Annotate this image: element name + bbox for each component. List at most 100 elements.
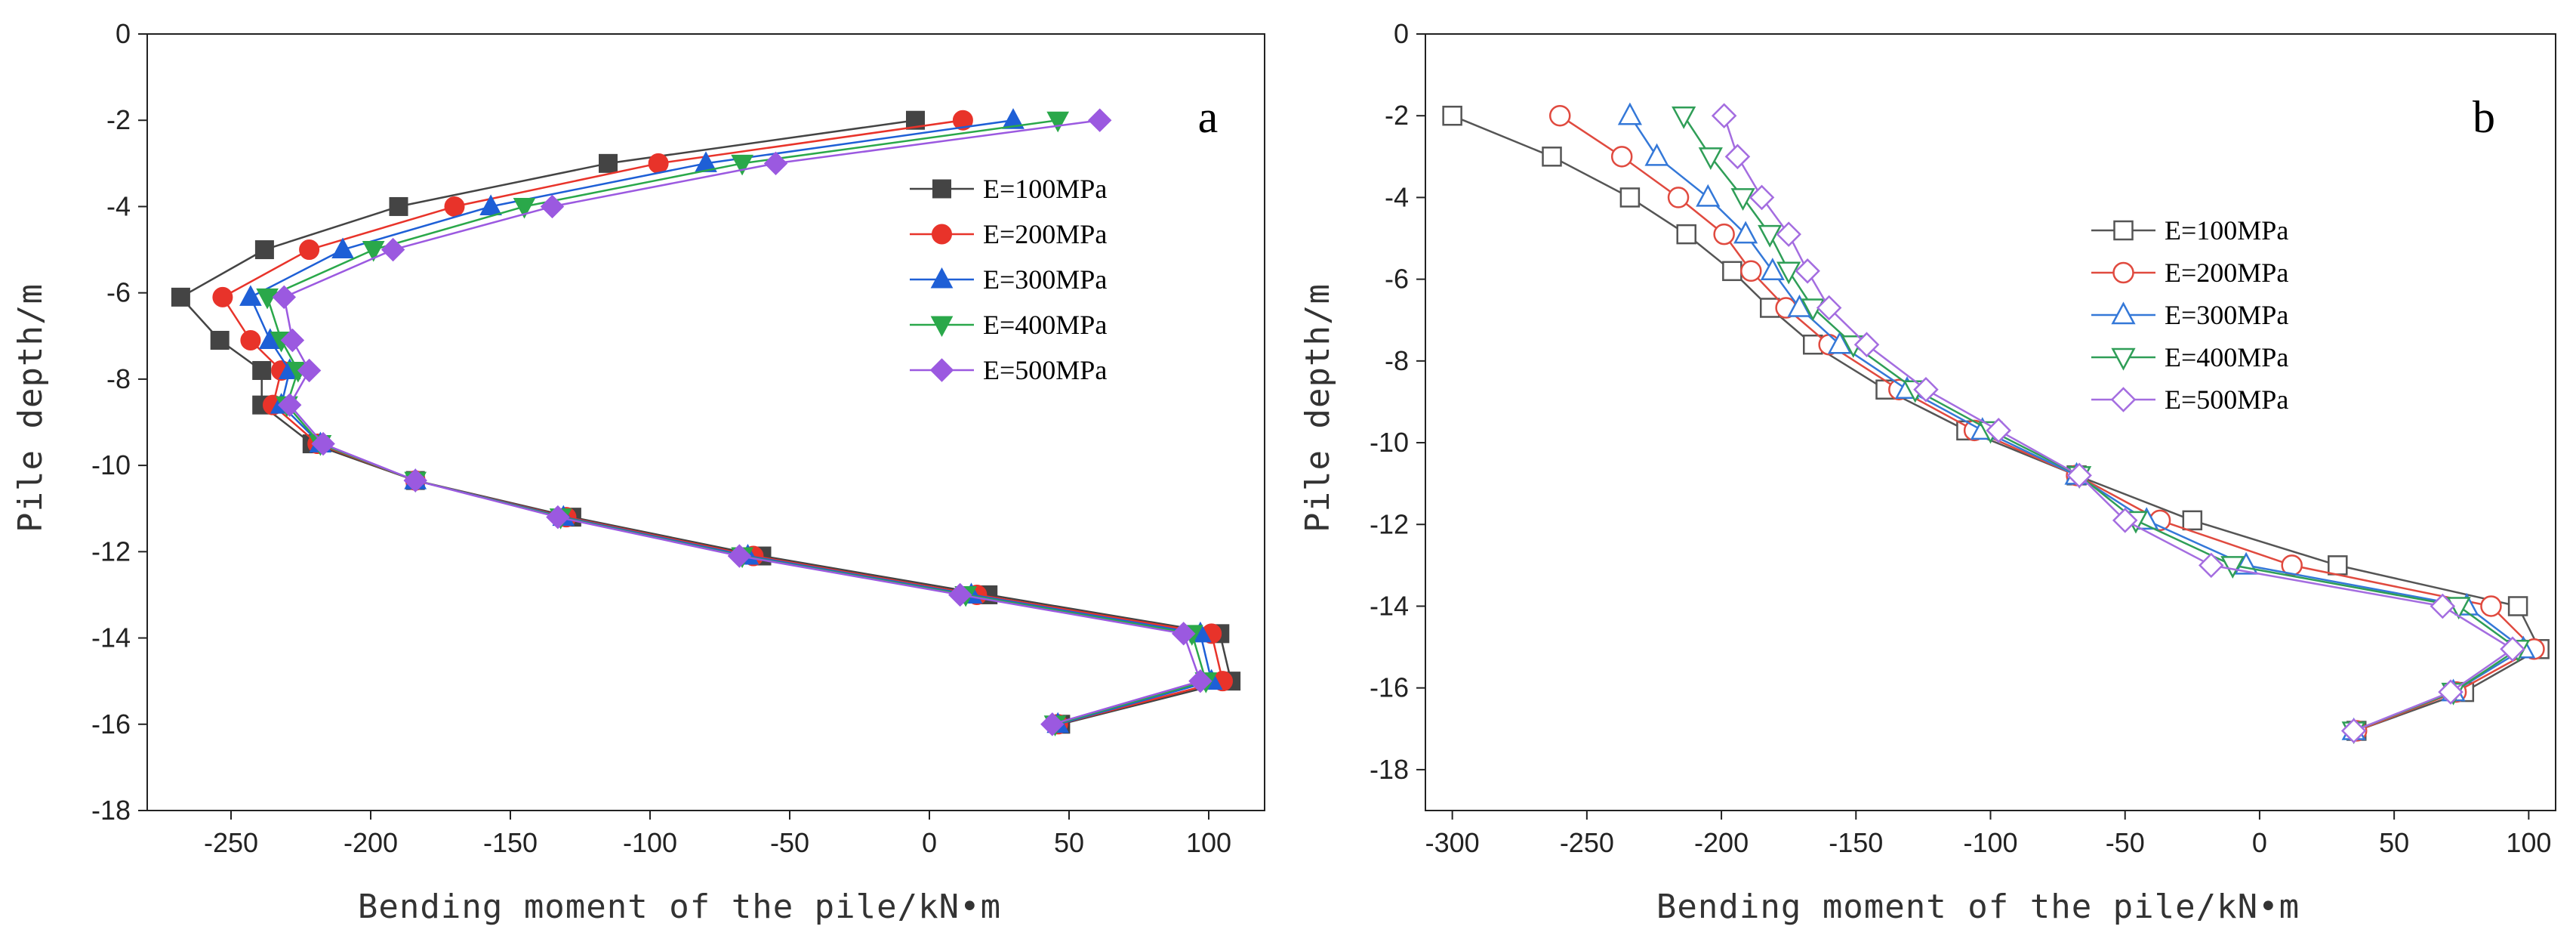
x-tick-label: -250 [1560, 827, 1614, 858]
data-point [1667, 187, 1690, 208]
data-point [1619, 187, 1641, 208]
data-point [1913, 376, 1939, 403]
data-point [546, 505, 570, 530]
legend-marker [2113, 220, 2134, 241]
series-line [180, 119, 1232, 726]
x-tick-label: -300 [1425, 827, 1480, 858]
data-point [1696, 184, 1721, 207]
data-point [1644, 143, 1669, 166]
x-tick-label: -50 [770, 827, 809, 858]
x-tick-label: -100 [623, 827, 677, 858]
data-point [2507, 596, 2528, 616]
y-tick-label: -6 [1385, 264, 1409, 295]
data-point [695, 151, 717, 172]
panel-b-chart: -300 -250 -200 -150 -100 -50 0 50 100 0 -2 -4 -6 -8 -1… [1299, 18, 2556, 926]
data-point [311, 431, 335, 456]
data-point [297, 358, 322, 383]
y-tick-label: -8 [1385, 345, 1409, 376]
data-point [239, 285, 262, 306]
series-line [1723, 115, 2514, 732]
data-point [381, 237, 405, 262]
legend-label: E=200MPa [983, 219, 1107, 249]
panel-letter: a [1198, 92, 1219, 142]
data-point [2182, 510, 2203, 531]
data-point [1002, 108, 1025, 129]
legend-marker [929, 358, 954, 382]
x-tick-label: -100 [1963, 827, 2017, 858]
legend-label: E=200MPa [2165, 258, 2288, 288]
y-tick-label: -18 [1370, 754, 1409, 785]
legend-label: E=400MPa [2165, 342, 2288, 372]
data-point [1724, 144, 1751, 170]
panel-letter: b [2473, 92, 2495, 142]
data-point [1787, 294, 1812, 317]
y-tick-label: -18 [91, 795, 131, 826]
data-point [513, 197, 536, 219]
x-tick-label: -150 [483, 827, 538, 858]
series-e-500mpa [1711, 103, 2525, 744]
legend: E=100MPa E=200MPa E=300MPa E=400MPa E=500MPa [910, 174, 1107, 385]
legend-label: E=500MPa [983, 355, 1107, 385]
data-point [299, 239, 320, 261]
legend-marker [2112, 261, 2134, 284]
y-tick-label: -4 [1385, 181, 1409, 212]
data-point [2112, 508, 2138, 533]
data-point [948, 582, 972, 607]
plot-frame [146, 33, 1265, 811]
data-point [2500, 636, 2525, 662]
series-line [249, 119, 1213, 726]
data-point [272, 285, 297, 310]
x-axis-title: Bending moment of the pile/kN•m [358, 888, 1001, 926]
y-tick-label: 0 [1394, 18, 1409, 49]
y-tick-label: 0 [116, 18, 131, 49]
y-tick-label: -16 [1370, 672, 1409, 703]
legend-marker [2111, 301, 2136, 325]
x-axis-title: Bending moment of the pile/kN•m [1656, 888, 2300, 926]
series-line [1683, 115, 2519, 732]
data-point [362, 241, 385, 262]
legend-label: E=100MPa [983, 174, 1107, 204]
data-point [212, 286, 233, 307]
legend-marker [2111, 347, 2136, 371]
data-point [2066, 462, 2092, 489]
y-tick-label: -12 [1370, 508, 1409, 539]
x-tick-label: -150 [1829, 827, 1883, 858]
legend-label: E=100MPa [2165, 215, 2288, 245]
data-point [389, 196, 408, 216]
data-point [1749, 184, 1775, 211]
data-point [1711, 103, 1737, 128]
legend: E=100MPa E=200MPa E=300MPa E=400MPa E=500MPa [2091, 215, 2288, 415]
data-point [1758, 224, 1783, 248]
series-line [283, 119, 1202, 726]
series-e-500mpa [272, 108, 1213, 736]
series-line [266, 119, 1207, 726]
data-point [2220, 556, 2245, 579]
data-point [1760, 258, 1785, 281]
data-point [2438, 679, 2464, 705]
data-point [277, 393, 302, 417]
data-point [1046, 111, 1070, 133]
data-point [1722, 261, 1742, 282]
data-point [2430, 593, 2456, 619]
data-point [727, 544, 752, 568]
data-point [540, 194, 565, 219]
data-point [1548, 104, 1571, 127]
series-line [221, 119, 1224, 726]
data-point [254, 240, 274, 260]
data-point [1816, 295, 1842, 321]
y-tick-label: -2 [106, 104, 131, 135]
y-axis-title: Pile depth/m [1299, 283, 1337, 533]
data-point [731, 154, 753, 176]
data-point [1171, 622, 1196, 646]
data-point [1442, 105, 1462, 126]
y-tick-label: -16 [91, 709, 131, 740]
data-point [479, 194, 502, 215]
data-point [1730, 188, 1755, 212]
y-tick-label: -10 [91, 449, 131, 480]
data-point [1740, 260, 1762, 283]
data-point [331, 237, 354, 259]
x-tick-label: 50 [1054, 827, 1084, 858]
data-point [256, 288, 279, 310]
data-point [252, 360, 272, 380]
data-point [648, 153, 669, 174]
